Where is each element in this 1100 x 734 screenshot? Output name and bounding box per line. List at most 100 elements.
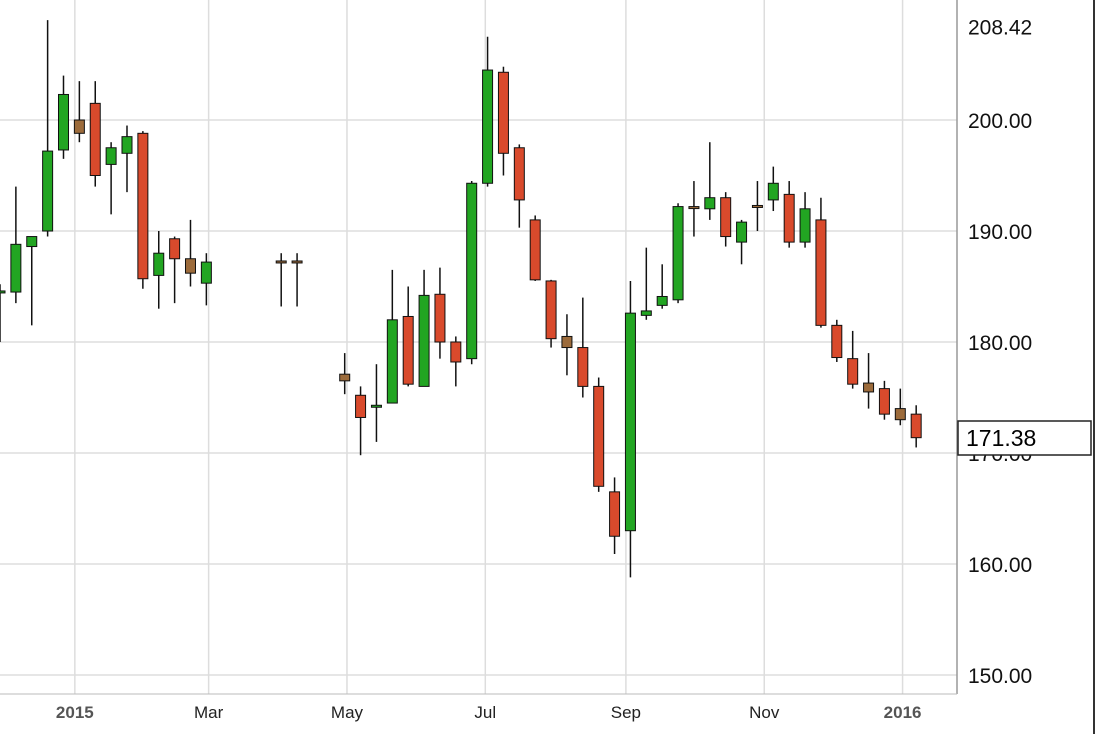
- candle-body: [466, 182, 478, 360]
- candle-body: [73, 119, 85, 134]
- y-axis-ticks: 150.00160.00170.00180.00190.00200.00208.…: [968, 17, 1032, 688]
- candle-body: [355, 394, 367, 418]
- y-tick-label: 150.00: [968, 665, 1032, 688]
- candle: [137, 131, 149, 289]
- candle: [624, 280, 636, 578]
- candle-body: [545, 280, 557, 340]
- candle-body: [386, 319, 398, 404]
- grid-lines: [0, 0, 957, 694]
- candle-body: [736, 221, 748, 243]
- candle-body: [831, 324, 843, 359]
- y-tick-label: 190.00: [968, 221, 1032, 244]
- candle-body: [767, 182, 779, 201]
- x-tick-label: 2016: [884, 703, 922, 722]
- last-price-label: 171.38: [966, 425, 1036, 451]
- candle: [370, 364, 382, 442]
- y-tick-label: 208.42: [968, 17, 1032, 40]
- candle-body: [529, 219, 541, 281]
- candle: [767, 166, 779, 212]
- candle-body: [402, 315, 414, 385]
- candle: [497, 66, 509, 176]
- candle-body: [153, 252, 165, 276]
- candle-body: [482, 69, 494, 184]
- candle-body: [89, 102, 101, 176]
- candle-body: [799, 208, 811, 243]
- candle: [815, 197, 827, 328]
- candle-body: [561, 335, 573, 349]
- candle: [450, 336, 462, 387]
- candle: [593, 377, 605, 492]
- candle-body: [184, 258, 196, 274]
- x-tick-label: Sep: [611, 703, 641, 722]
- candle-body: [910, 413, 922, 439]
- candle-body: [450, 341, 462, 363]
- candle-body: [137, 132, 149, 280]
- candle: [831, 319, 843, 362]
- candle-body: [57, 93, 69, 151]
- candle: [73, 81, 85, 143]
- candle: [105, 142, 117, 215]
- candle-body: [513, 147, 525, 201]
- candle-body: [434, 293, 446, 343]
- candle: [26, 236, 38, 326]
- candle-body: [751, 204, 763, 208]
- candle: [545, 279, 557, 348]
- candle: [200, 253, 212, 306]
- candle-body: [497, 71, 509, 154]
- candle-body: [577, 347, 589, 387]
- candle: [0, 284, 6, 342]
- candle: [672, 203, 684, 304]
- candle: [355, 386, 367, 456]
- candle-body: [0, 290, 6, 294]
- candle: [169, 236, 181, 304]
- candle: [89, 81, 101, 187]
- candle-body: [720, 197, 732, 238]
- candle-body: [370, 404, 382, 408]
- candle-body: [291, 260, 303, 264]
- candle: [466, 181, 478, 365]
- candle: [609, 477, 621, 555]
- candle: [720, 192, 732, 247]
- candle-body: [169, 238, 181, 260]
- x-tick-label: May: [331, 703, 364, 722]
- candle: [751, 181, 763, 231]
- candle-body: [418, 294, 430, 387]
- candle-body: [593, 385, 605, 487]
- candle-body: [624, 312, 636, 532]
- candle-body: [815, 219, 827, 326]
- candle-body: [10, 243, 22, 293]
- candle: [910, 405, 922, 448]
- candle-body: [847, 358, 859, 385]
- candle: [736, 219, 748, 265]
- candle: [878, 380, 890, 420]
- candle: [291, 253, 303, 307]
- last-price-marker: 171.38: [957, 420, 1092, 456]
- candle: [482, 36, 494, 187]
- x-tick-label: Nov: [749, 703, 780, 722]
- candle-body: [783, 193, 795, 243]
- y-tick-label: 160.00: [968, 554, 1032, 577]
- candle: [121, 125, 133, 193]
- candle-body: [105, 147, 117, 165]
- candle: [42, 20, 54, 237]
- candle: [513, 144, 525, 228]
- candle: [434, 267, 446, 359]
- candle-body: [656, 295, 668, 306]
- candle-body: [863, 382, 875, 393]
- candle: [386, 269, 398, 404]
- candle-body: [339, 373, 351, 382]
- candle: [863, 353, 875, 409]
- candle-body: [609, 491, 621, 537]
- candle: [783, 181, 795, 248]
- candle: [339, 353, 351, 395]
- candle: [561, 314, 573, 376]
- candle: [57, 75, 69, 159]
- candle: [529, 215, 541, 281]
- candle: [656, 264, 668, 309]
- candle-body: [42, 150, 54, 232]
- candle-body: [672, 206, 684, 301]
- candle: [402, 286, 414, 387]
- candle-body: [894, 408, 906, 421]
- candle: [704, 142, 716, 220]
